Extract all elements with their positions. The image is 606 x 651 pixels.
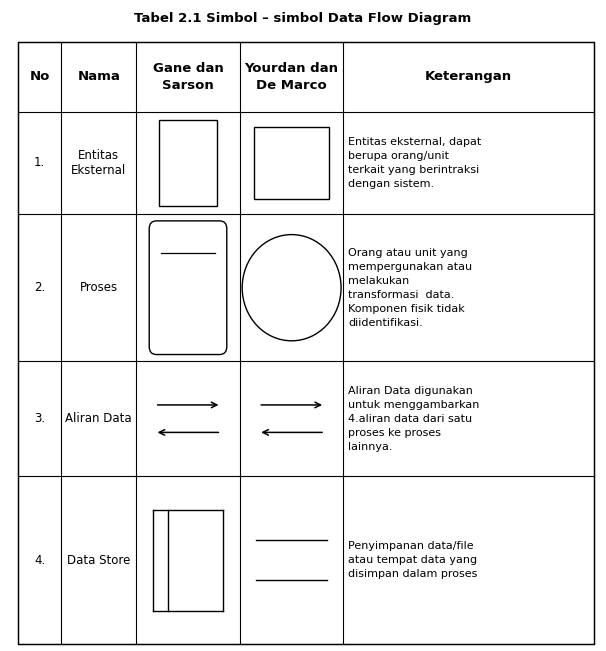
Text: No: No xyxy=(30,70,50,83)
Text: Nama: Nama xyxy=(78,70,120,83)
Text: Orang atau unit yang
mempergunakan atau
melakukan
transformasi  data.
Komponen f: Orang atau unit yang mempergunakan atau … xyxy=(348,247,473,327)
Text: Yourdan dan
De Marco: Yourdan dan De Marco xyxy=(245,62,339,92)
Bar xyxy=(254,127,329,199)
Text: Proses: Proses xyxy=(80,281,118,294)
Text: Entitas
Eksternal: Entitas Eksternal xyxy=(71,148,127,177)
Text: 4.: 4. xyxy=(34,554,45,566)
Text: Data Store: Data Store xyxy=(67,554,130,566)
Text: Gane dan
Sarson: Gane dan Sarson xyxy=(153,62,224,92)
Text: 1.: 1. xyxy=(34,156,45,169)
Bar xyxy=(159,120,217,206)
Text: Aliran Data digunakan
untuk menggambarkan
4.aliran data dari satu
proses ke pros: Aliran Data digunakan untuk menggambarka… xyxy=(348,385,480,452)
Text: 2.: 2. xyxy=(34,281,45,294)
Text: Penyimpanan data/file
atau tempat data yang
disimpan dalam proses: Penyimpanan data/file atau tempat data y… xyxy=(348,541,478,579)
Text: 3.: 3. xyxy=(34,412,45,425)
Text: Keterangan: Keterangan xyxy=(425,70,512,83)
Text: Entitas eksternal, dapat
berupa orang/unit
terkait yang berintraksi
dengan siste: Entitas eksternal, dapat berupa orang/un… xyxy=(348,137,482,189)
Text: Aliran Data: Aliran Data xyxy=(65,412,132,425)
Text: Tabel 2.1 Simbol – simbol Data Flow Diagram: Tabel 2.1 Simbol – simbol Data Flow Diag… xyxy=(135,12,471,25)
